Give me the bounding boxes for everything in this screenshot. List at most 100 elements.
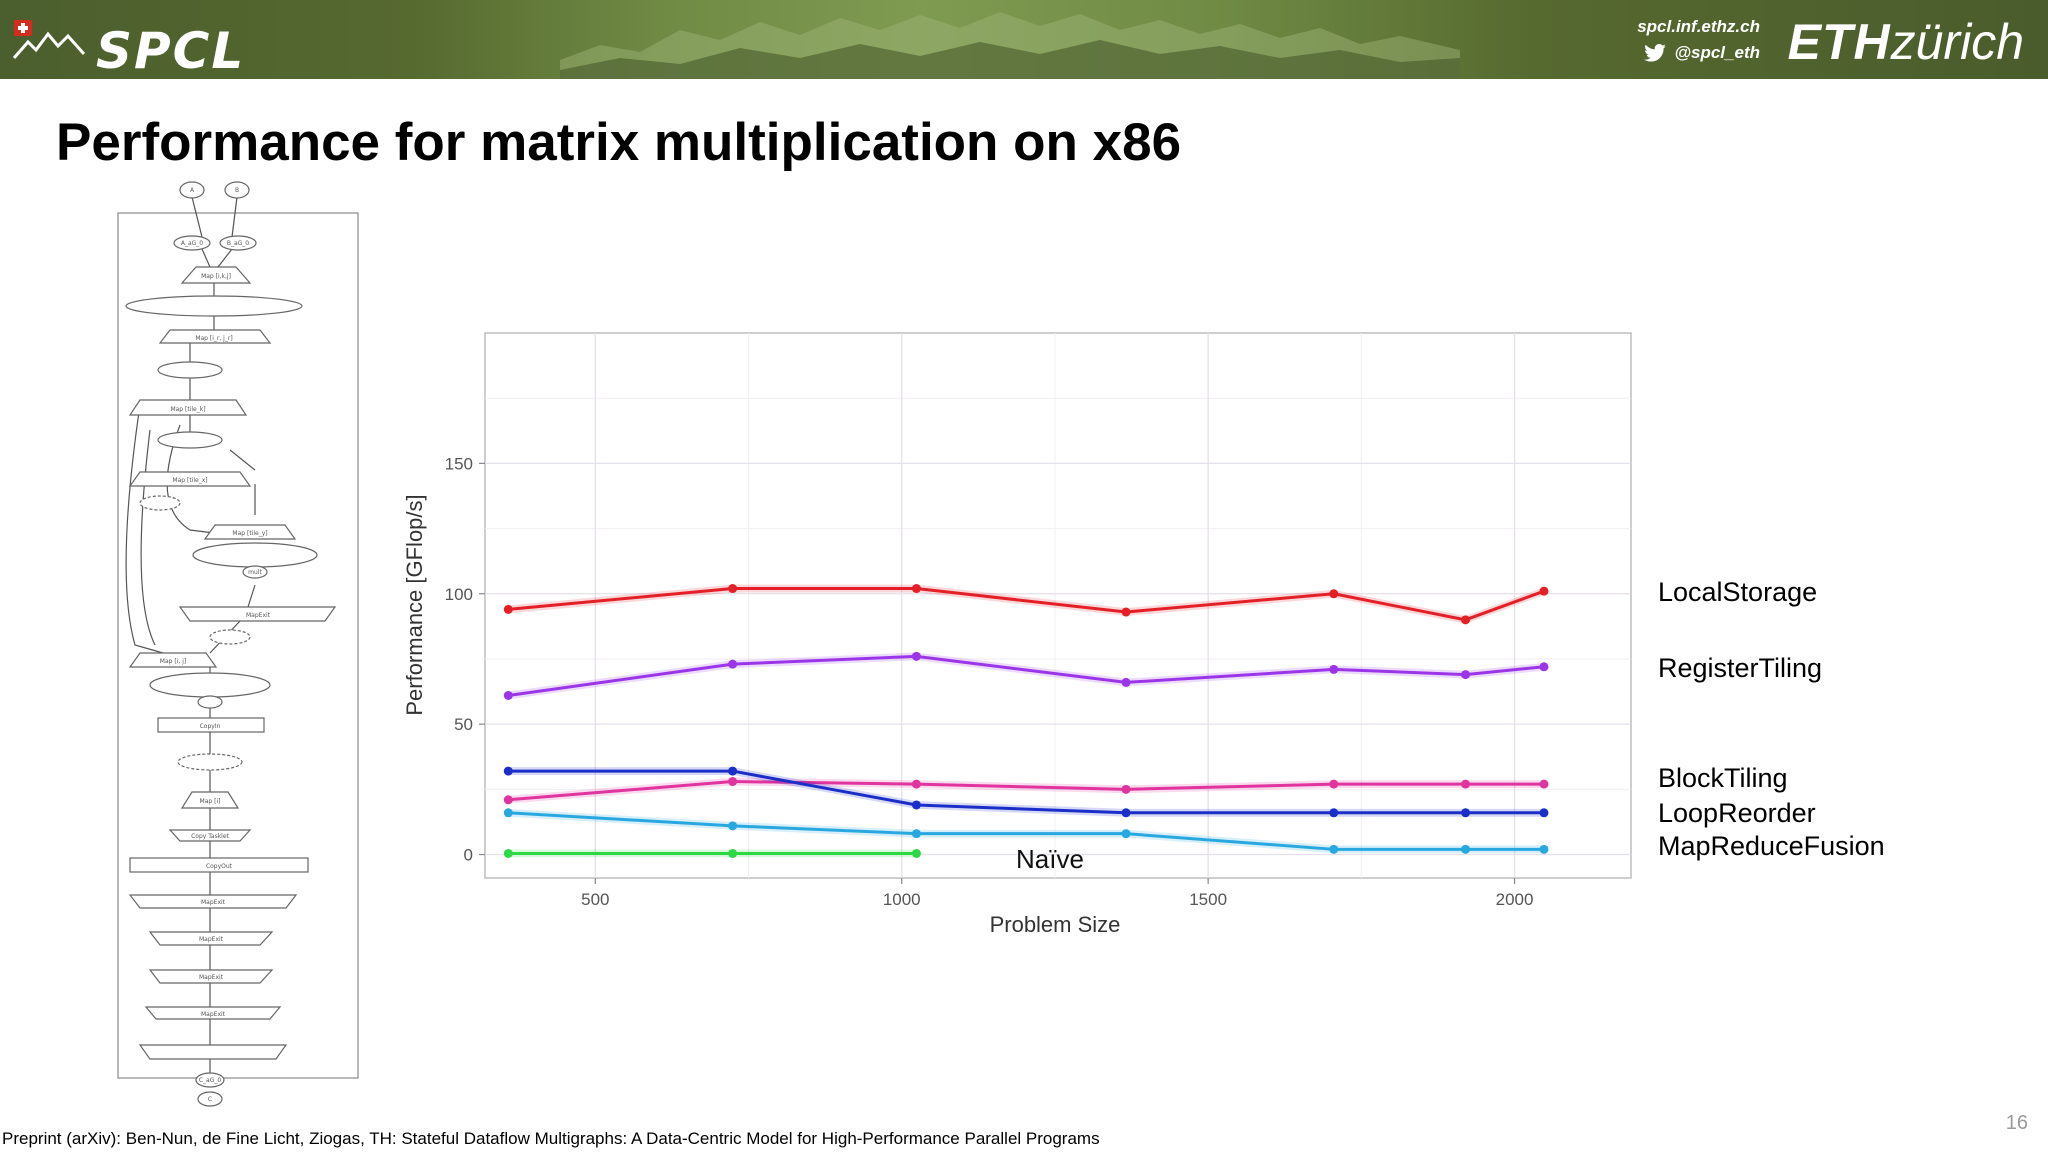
- spcl-logo-text: SPCL: [96, 22, 246, 79]
- eth-logo-light: zürich: [1890, 14, 2024, 70]
- page-number: 16: [2005, 1112, 2028, 1134]
- data-point-loopreorder: [728, 766, 738, 776]
- diagram-node: [173, 235, 211, 251]
- x-axis-label: Problem Size: [990, 912, 1121, 937]
- citation-footer: Preprint (arXiv): Ben-Nun, de Fine Licht…: [2, 1129, 1100, 1148]
- diagram-node-label: Map [i, j]: [160, 658, 186, 665]
- data-point-blocktiling: [503, 795, 513, 805]
- performance-chart: 0 50 100 150 500 1000 1500 2000 Problem Size P…: [402, 332, 1632, 937]
- data-point-registertiling: [503, 690, 513, 700]
- diagram-node: [128, 471, 252, 487]
- data-point-loopreorder: [1121, 808, 1131, 818]
- data-point-mapreducefusion: [911, 829, 921, 839]
- diagram-node-label: MapExit: [201, 899, 226, 906]
- diagram-node: [168, 829, 252, 842]
- legend-loopreorder: LoopReorder: [1658, 798, 1816, 828]
- diagram-node: [148, 969, 274, 984]
- x-tick-label: 1500: [1189, 890, 1227, 909]
- data-point-registertiling: [1121, 677, 1131, 687]
- data-point-registertiling: [1539, 662, 1549, 672]
- series-loopreorder: [503, 766, 1549, 818]
- header-banner: SPCL spcl.inf.ethz.ch @spcl_eth ETHzüric…: [0, 0, 2048, 79]
- diagram-node-label: Copy Tasklet: [191, 833, 229, 840]
- diagram-node-label: MapExit: [201, 1011, 226, 1018]
- data-point-loopreorder: [1329, 808, 1339, 818]
- series-band-mapreducefusion: [508, 808, 1544, 854]
- y-tick-label: 100: [445, 585, 473, 604]
- spcl-logo[interactable]: SPCL: [12, 14, 302, 79]
- twitter-handle-text: @spcl_eth: [1674, 43, 1760, 62]
- data-point-blocktiling: [728, 777, 738, 787]
- diagram-node: [128, 399, 248, 416]
- x-tick-label: 2000: [1496, 890, 1534, 909]
- website-link[interactable]: spcl.inf.ethz.ch: [1637, 17, 1760, 36]
- data-point-mapreducefusion: [1121, 829, 1131, 839]
- data-point-mapreducefusion: [1539, 844, 1549, 854]
- eth-logo-bold: ETH: [1787, 14, 1891, 70]
- diagram-node: [177, 753, 243, 771]
- diagram-frame: [117, 212, 359, 1079]
- diagram-node-label: C_aG_0: [199, 1077, 222, 1084]
- data-point-blocktiling: [911, 779, 921, 789]
- diagram-node: [224, 181, 250, 199]
- data-point-loopreorder: [503, 766, 513, 776]
- diagram-node-label: Map [i_r, j_r]: [195, 335, 232, 342]
- diagram-node: [157, 361, 223, 379]
- y-tick-label: 0: [464, 846, 473, 865]
- data-point-localstorage: [728, 584, 738, 594]
- diagram-node-label: C: [208, 1096, 212, 1103]
- data-point-blocktiling: [1329, 779, 1339, 789]
- data-point-mapreducefusion: [728, 821, 738, 831]
- diagram-node: [180, 791, 240, 809]
- slide-title: Performance for matrix multiplication on…: [56, 113, 1182, 172]
- data-point-localstorage: [1539, 586, 1549, 596]
- diagram-node: [178, 606, 337, 622]
- diagram-node: [180, 266, 252, 284]
- data-point-localstorage: [1461, 615, 1471, 625]
- data-point-mapreducefusion: [1329, 844, 1339, 854]
- diagram-node: [125, 295, 303, 317]
- diagram-node-label: MapExit: [246, 612, 271, 619]
- data-point-registertiling: [911, 651, 921, 661]
- series-blocktiling: [503, 777, 1549, 805]
- diagram-node-label: A_aG_0: [181, 240, 203, 247]
- contact-info: spcl.inf.ethz.ch @spcl_eth: [1637, 14, 1760, 70]
- data-point-localstorage: [911, 584, 921, 594]
- diagram-node: [139, 495, 181, 511]
- diagram-node-label: B_aG_0: [227, 240, 249, 247]
- diagram-node-label: CopyIn: [200, 723, 221, 730]
- diagram-node: [192, 542, 318, 568]
- series-nave: [503, 848, 921, 858]
- diagram-node-label: mult: [248, 569, 262, 576]
- diagram-node-label: Map [i]: [200, 798, 221, 805]
- diagram-node-label: MapExit: [199, 974, 224, 981]
- series-localstorage: [503, 584, 1549, 625]
- y-tick-label: 50: [454, 715, 473, 734]
- series-layer: [503, 584, 1549, 858]
- x-axis-ticks: 500 1000 1500 2000: [581, 878, 1533, 909]
- diagram-node: [157, 717, 265, 733]
- diagram-node-label: B: [235, 187, 239, 194]
- diagram-node: [242, 565, 268, 579]
- x-tick-label: 500: [581, 890, 609, 909]
- data-point-blocktiling: [1121, 784, 1131, 794]
- naive-annotation: Naïve: [1016, 844, 1084, 874]
- eth-logo[interactable]: ETHzürich: [1788, 14, 2024, 70]
- diagram-node: [197, 1091, 223, 1107]
- data-point-blocktiling: [1461, 779, 1471, 789]
- data-point-registertiling: [1329, 664, 1339, 674]
- data-point-localstorage: [1329, 589, 1339, 599]
- diagram-node: [158, 329, 272, 344]
- sdfg-diagram: A B A_aG_0 B_aG_0 Map [i,k,j] Map [i_r, …: [117, 181, 359, 1107]
- y-tick-label: 150: [445, 454, 473, 473]
- twitter-handle[interactable]: @spcl_eth: [1644, 40, 1760, 66]
- data-point-mapreducefusion: [503, 808, 513, 818]
- legend-blocktiling: BlockTiling: [1658, 763, 1788, 793]
- series-mapreducefusion: [503, 808, 1549, 854]
- series-band-localstorage: [508, 584, 1544, 624]
- legend-mapreducefusion: MapReduceFusion: [1658, 831, 1885, 861]
- data-point-localstorage: [1121, 607, 1131, 617]
- x-tick-label: 1000: [883, 890, 921, 909]
- diagram-node-label: MapExit: [199, 936, 224, 943]
- legend-registertiling: RegisterTiling: [1658, 653, 1823, 683]
